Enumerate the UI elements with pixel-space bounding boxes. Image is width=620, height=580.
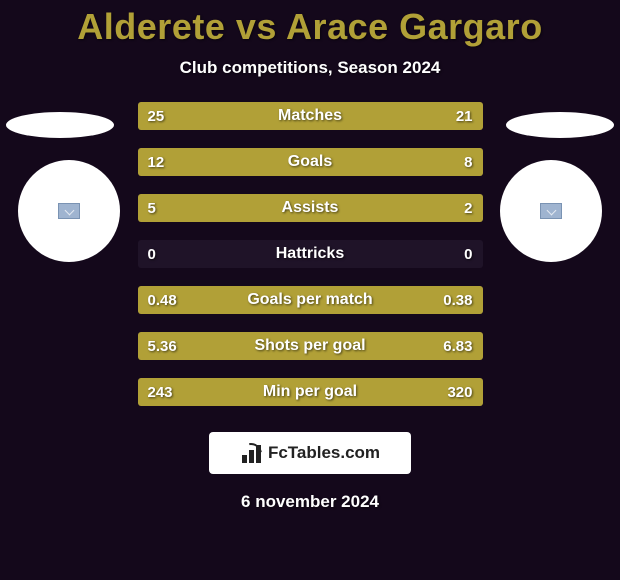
stat-row: 0.480.38Goals per match [138, 286, 483, 314]
stat-label: Hattricks [138, 240, 483, 268]
stat-row: 128Goals [138, 148, 483, 176]
stat-fill-left [138, 148, 345, 176]
stat-fill-right [345, 148, 483, 176]
stat-fill-left [138, 102, 328, 130]
left-flat-ellipse [6, 112, 114, 138]
stat-fill-left [138, 194, 373, 222]
subtitle: Club competitions, Season 2024 [0, 58, 620, 78]
stat-row: 5.366.83Shots per goal [138, 332, 483, 360]
left-placeholder-icon [58, 203, 80, 219]
stat-row: 2521Matches [138, 102, 483, 130]
stat-row: 0 0Hattricks [138, 240, 483, 268]
stat-fill-left [138, 332, 483, 360]
right-flat-ellipse [506, 112, 614, 138]
stat-fill-left [138, 286, 483, 314]
stat-fill-right [372, 194, 482, 222]
stat-row: 52Assists [138, 194, 483, 222]
fctables-text: FcTables.com [268, 443, 380, 463]
stat-row: 243320Min per goal [138, 378, 483, 406]
fctables-icon [240, 443, 264, 463]
stat-value-right: 0 [464, 240, 472, 268]
stat-bars: 2521Matches128Goals52Assists00Hattricks0… [138, 102, 483, 406]
right-placeholder-icon [540, 203, 562, 219]
date-label: 6 november 2024 [0, 492, 620, 512]
stat-fill-left [138, 378, 483, 406]
fctables-logo: FcTables.com [209, 432, 411, 474]
stat-value-left: 0 [148, 240, 156, 268]
comparison-stage: 2521Matches128Goals52Assists00Hattricks0… [0, 102, 620, 406]
page-title: Alderete vs Arace Gargaro [0, 0, 620, 48]
stat-fill-right [327, 102, 482, 130]
